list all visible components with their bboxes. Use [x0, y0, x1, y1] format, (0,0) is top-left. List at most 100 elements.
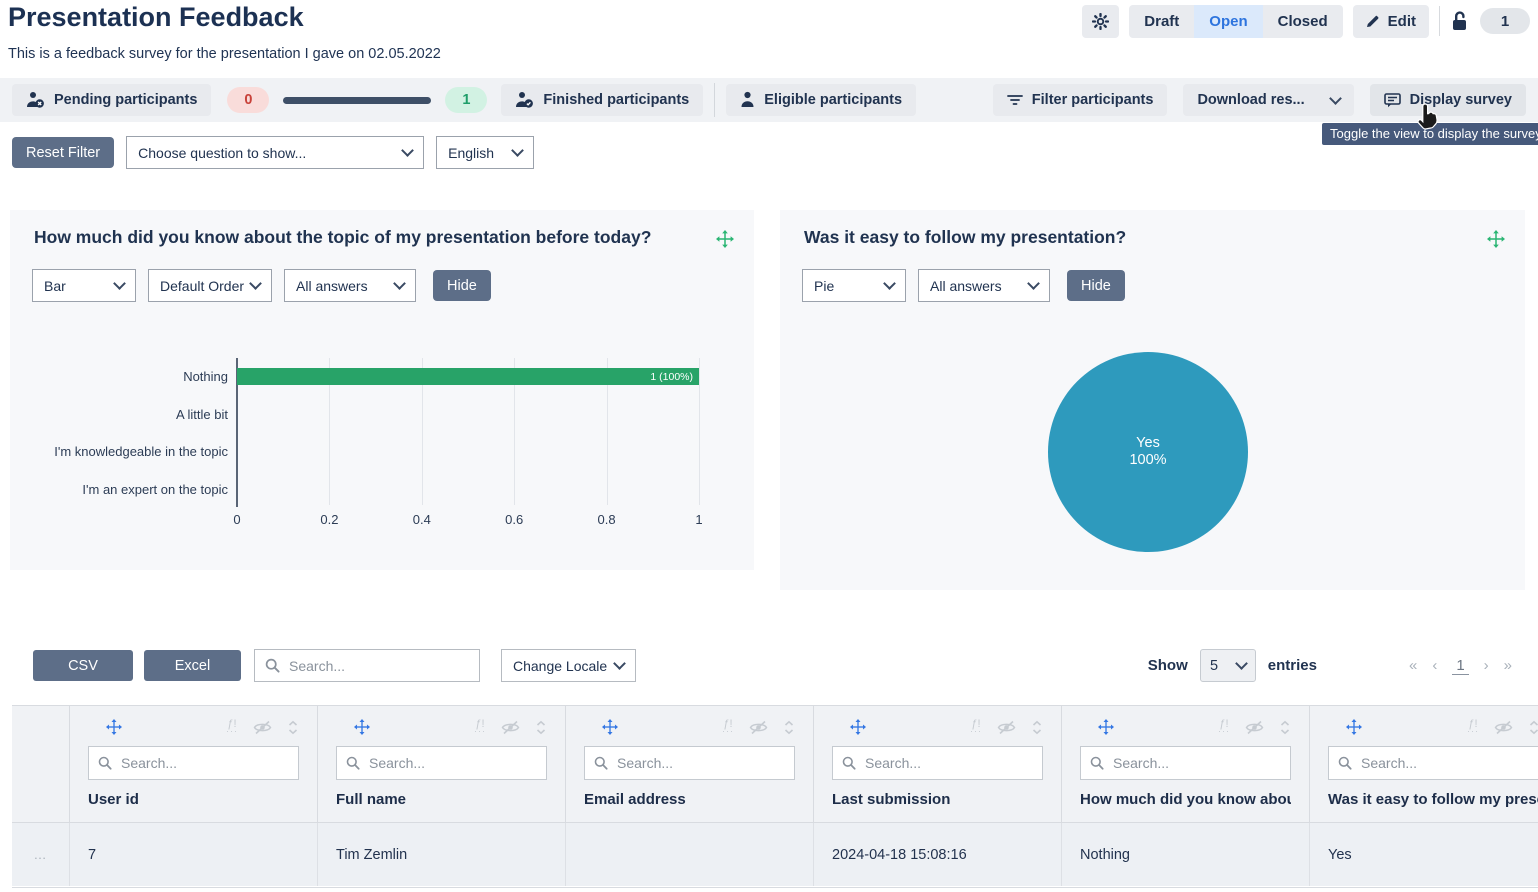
table-row: … 7 Tim Zemlin 2024-04-18 15:08:16 Nothi…: [12, 823, 1538, 886]
status-open[interactable]: Open: [1194, 4, 1263, 38]
column-title[interactable]: How much did you know about the topic of…: [1080, 791, 1291, 808]
status-draft[interactable]: Draft: [1144, 12, 1180, 30]
sort-column-icon[interactable]: [1279, 720, 1291, 735]
column-move-icon[interactable]: [1098, 719, 1114, 735]
x-tick-label: 0.6: [505, 512, 524, 527]
pending-participants-button[interactable]: Pending participants: [12, 84, 212, 116]
page-size-select[interactable]: 5: [1199, 649, 1256, 682]
bar-value-label: 1 (100%): [650, 370, 693, 383]
chevron-down-icon: [113, 277, 126, 290]
column-title[interactable]: Was it easy to follow my presentation?: [1328, 791, 1538, 808]
filter-participants-button[interactable]: Filter participants: [992, 84, 1168, 116]
column-search-input[interactable]: [1080, 746, 1291, 780]
edit-button-label: Edit: [1387, 12, 1416, 30]
table-search: [254, 649, 480, 682]
hide-column-icon[interactable]: [997, 720, 1016, 735]
column-move-icon[interactable]: [1346, 719, 1362, 735]
column-filter-warning-icon[interactable]: ƒ! ···: [1218, 718, 1230, 736]
column-move-icon[interactable]: [106, 719, 122, 735]
table-toolbar: CSV Excel Change Locale Show 5 entries «…: [0, 649, 1538, 685]
column-title[interactable]: Last submission: [832, 791, 951, 808]
lock-open-icon[interactable]: [1450, 10, 1470, 32]
pagination-prev[interactable]: ‹: [1432, 657, 1438, 674]
eligible-participants-button[interactable]: Eligible participants: [726, 84, 917, 116]
chart-controls: Bar Default Order All answers Hide: [32, 269, 491, 302]
column-filter-warning-icon[interactable]: ƒ! ···: [474, 718, 486, 736]
hide-chart-button[interactable]: Hide: [1067, 270, 1125, 301]
gridline: [514, 358, 516, 505]
column-search-input[interactable]: [88, 746, 299, 780]
column-search-input[interactable]: [584, 746, 795, 780]
column-search-input[interactable]: [336, 746, 547, 780]
chart-order-select[interactable]: Default Order: [148, 269, 272, 302]
chart-answers-select[interactable]: All answers: [284, 269, 416, 302]
hide-column-icon[interactable]: [501, 720, 520, 735]
hide-column-icon[interactable]: [1245, 720, 1264, 735]
pagination-first[interactable]: «: [1408, 657, 1418, 674]
chart-answers-select[interactable]: All answers: [918, 269, 1050, 302]
download-results-button[interactable]: Download res...: [1183, 84, 1354, 116]
change-locale-select[interactable]: Change Locale: [501, 649, 636, 682]
x-tick-label: 0.2: [320, 512, 339, 527]
sort-column-icon[interactable]: [535, 720, 547, 735]
column-filter-warning-icon[interactable]: ƒ! ···: [1467, 718, 1479, 736]
chevron-down-icon: [401, 144, 415, 157]
hide-column-icon[interactable]: [749, 720, 768, 735]
sort-column-icon[interactable]: [1528, 720, 1538, 735]
chart-answers-value: All answers: [296, 277, 368, 294]
sort-column-icon[interactable]: [783, 720, 795, 735]
search-icon: [346, 756, 360, 770]
column-title[interactable]: Full name: [336, 791, 407, 808]
header-actions: Draft Open Closed Edit 1: [1082, 4, 1530, 38]
gridline: [699, 358, 700, 505]
column-move-icon[interactable]: [354, 719, 370, 735]
chart-type-select[interactable]: Pie: [802, 269, 906, 302]
chart-type-value: Pie: [814, 277, 835, 294]
chart-title: How much did you know about the topic of…: [34, 227, 652, 247]
pagination-page-1[interactable]: 1: [1452, 657, 1469, 675]
column-move-icon[interactable]: [850, 719, 866, 735]
reset-filter-button[interactable]: Reset Filter: [12, 137, 115, 168]
mouse-cursor: [1417, 103, 1441, 136]
participants-band: Pending participants 0 1 Finished partic…: [0, 78, 1538, 122]
chart-order-value: Default Order: [160, 277, 245, 294]
column-filter-warning-icon[interactable]: ƒ! ···: [722, 718, 734, 736]
table-search-input[interactable]: [254, 649, 480, 682]
chart-card-knowledge: How much did you know about the topic of…: [10, 210, 754, 570]
sort-column-icon[interactable]: [287, 720, 299, 735]
edit-button[interactable]: Edit: [1352, 4, 1429, 38]
hide-chart-button[interactable]: Hide: [433, 270, 491, 301]
language-select[interactable]: English: [436, 136, 535, 169]
column-search-input[interactable]: [1328, 746, 1538, 780]
column-search-input[interactable]: [832, 746, 1043, 780]
pagination-last[interactable]: »: [1503, 657, 1512, 674]
hide-column-icon[interactable]: [253, 720, 272, 735]
sort-column-icon[interactable]: [1031, 720, 1043, 735]
column-title[interactable]: User id: [88, 791, 139, 808]
x-tick-label: 1: [695, 512, 703, 527]
pencil-icon: [1366, 14, 1380, 28]
settings-button[interactable]: [1082, 4, 1120, 38]
column-filter-warning-icon[interactable]: ƒ! ···: [970, 718, 982, 736]
column-filter-warning-icon[interactable]: ƒ! ···: [226, 718, 238, 736]
status-closed[interactable]: Closed: [1277, 12, 1328, 30]
pagination-next[interactable]: ›: [1483, 657, 1489, 674]
column-move-icon[interactable]: [602, 719, 618, 735]
row-expander[interactable]: …: [12, 823, 70, 886]
header-divider: [1439, 6, 1440, 36]
band-actions: Filter participants Download res... Disp…: [992, 84, 1526, 116]
move-chart-icon[interactable]: [716, 230, 734, 253]
entries-label: entries: [1267, 657, 1317, 674]
display-survey-label: Display survey: [1409, 92, 1512, 108]
chart-type-select[interactable]: Bar: [32, 269, 136, 302]
hide-column-icon[interactable]: [1494, 720, 1513, 735]
question-select[interactable]: Choose question to show...: [126, 136, 425, 169]
move-chart-icon[interactable]: [1487, 230, 1505, 253]
finished-participants-button[interactable]: Finished participants: [501, 84, 704, 116]
export-csv-button[interactable]: CSV: [33, 650, 133, 681]
chevron-down-icon: [613, 657, 626, 670]
display-survey-button[interactable]: Display survey: [1369, 84, 1526, 116]
finished-participants-label: Finished participants: [543, 92, 690, 108]
column-title[interactable]: Email address: [584, 791, 686, 808]
export-excel-button[interactable]: Excel: [144, 650, 241, 681]
